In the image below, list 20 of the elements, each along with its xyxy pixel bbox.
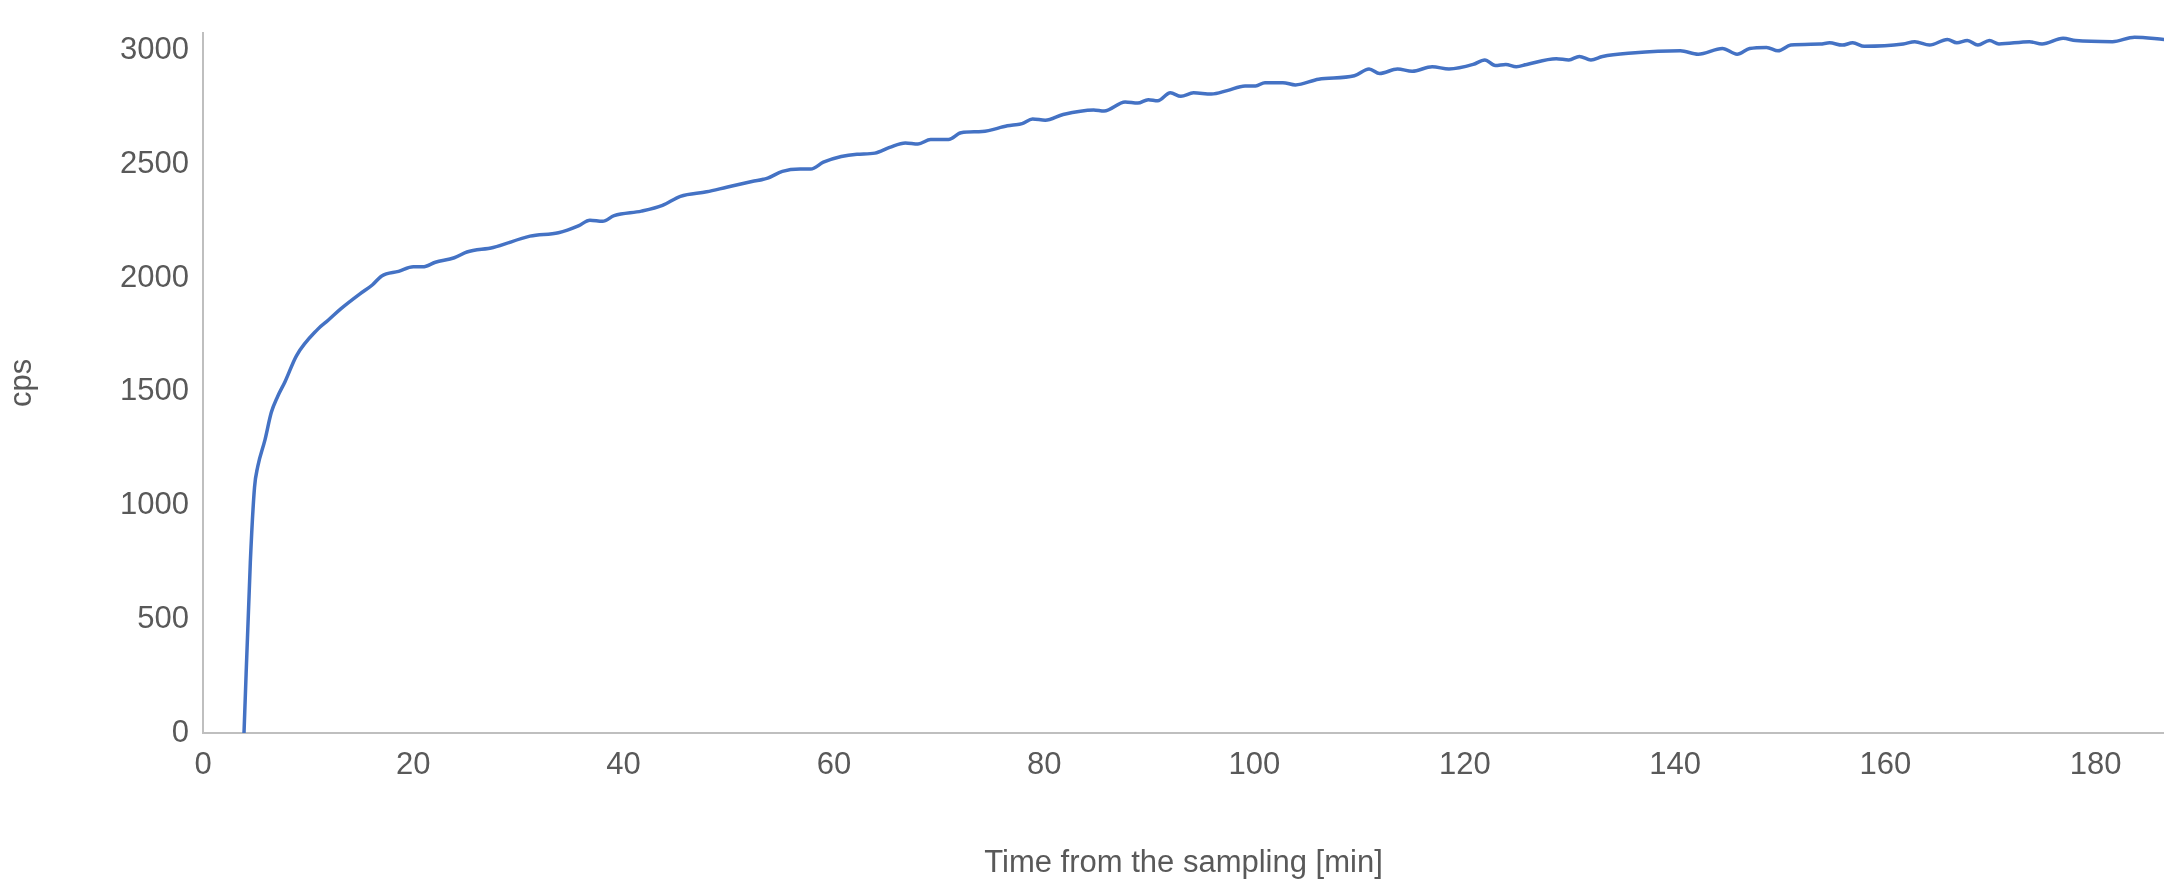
x-axis-title: Time from the sampling [min]	[984, 843, 1383, 879]
x-tick-label: 160	[1859, 746, 1912, 782]
y-tick-label: 3000	[120, 31, 189, 67]
x-tick-label: 120	[1438, 746, 1491, 782]
y-tick-label: 500	[137, 599, 189, 635]
x-tick-label: 20	[396, 746, 431, 782]
y-tick-label: 2000	[120, 258, 189, 294]
x-tick-label: 0	[194, 746, 212, 782]
y-tick-label: 1000	[120, 486, 189, 522]
y-tick-label: 1500	[120, 372, 189, 408]
x-tick-label: 80	[1026, 746, 1062, 782]
x-tick-label: 180	[2069, 746, 2122, 782]
y-tick-label: 2500	[120, 145, 189, 181]
x-tick-label: 40	[606, 746, 641, 782]
y-axis-title: cps	[3, 358, 39, 407]
y-tick-label: 0	[171, 713, 189, 749]
x-tick-label: 60	[816, 746, 852, 782]
x-tick-label: 140	[1649, 746, 1701, 782]
line-series	[242, 35, 2164, 733]
x-tick-label: 100	[1228, 746, 1281, 782]
